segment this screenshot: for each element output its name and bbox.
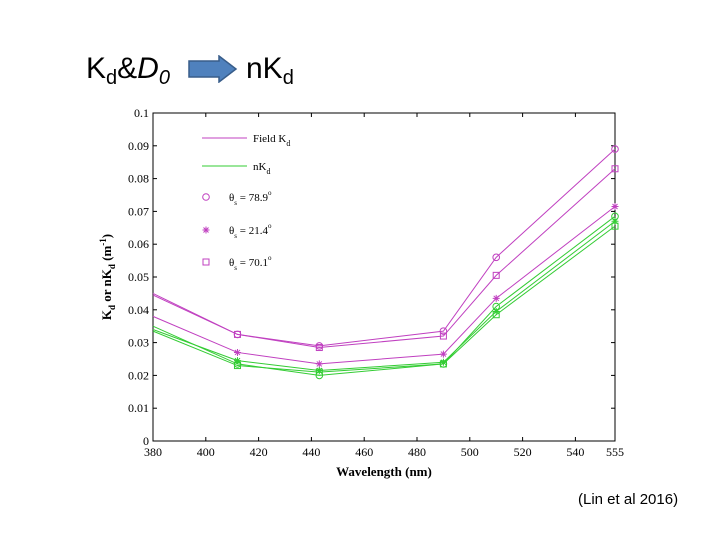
y-tick-label: 0.07: [128, 204, 149, 218]
series-nkd-square: [152, 222, 619, 376]
data-point-star: [315, 366, 323, 374]
y-label-main: K: [99, 309, 114, 320]
y-label-close: ): [99, 234, 114, 238]
data-point-star: [611, 202, 619, 210]
x-tick-label: 440: [302, 445, 320, 459]
x-tick-label: 380: [144, 445, 162, 459]
legend-item: θs = 21.4o: [202, 222, 272, 240]
heading-kd-sub: d: [106, 67, 118, 89]
plot-frame: [152, 112, 616, 442]
x-tick-label: 420: [250, 445, 268, 459]
y-tick-label: 0.04: [128, 303, 149, 317]
y-label-mid: or nK: [99, 268, 114, 305]
heading-kd-base: K: [86, 52, 107, 85]
legend-label: Field Kd: [253, 133, 290, 148]
y-tick-label: 0: [143, 434, 149, 448]
data-point-square: [611, 222, 619, 230]
data-point-square: [492, 311, 500, 319]
legend-marker-swatch: [202, 226, 210, 234]
x-tick-label: 520: [514, 445, 532, 459]
kd-wavelength-chart: 380 400 420 440 460 480 500 520 540 555 0 0.01 0.02 0…: [98, 106, 624, 479]
x-tick-label: 555: [606, 445, 624, 459]
y-tick-label: 0.01: [128, 401, 149, 415]
data-point-square: [439, 360, 447, 368]
data-point-circle: [611, 145, 619, 153]
legend-label: nKd: [253, 161, 270, 176]
y-label-sub2: d: [107, 264, 117, 269]
series-layer: [152, 145, 619, 380]
right-arrow-shape: [188, 55, 238, 83]
data-point-star: [611, 217, 619, 225]
y-tick-label: 0.1: [134, 106, 149, 120]
data-point-circle: [492, 253, 501, 262]
series-line: [152, 148, 616, 347]
data-point-square: [233, 330, 241, 338]
legend-item: nKd: [202, 161, 270, 176]
y-label-unit: (m: [99, 246, 114, 265]
legend-item: θs = 78.9o: [202, 189, 272, 207]
y-tick-label: 0.03: [128, 336, 149, 350]
data-point-circle: [439, 327, 448, 335]
legend-label: θs = 70.1o: [229, 254, 272, 272]
x-tick-label: 460: [355, 445, 373, 459]
data-point-square: [233, 362, 241, 370]
y-axis-label: Kd or nKd (m-1): [98, 234, 117, 320]
heading-nkd: nKd: [246, 52, 294, 90]
x-axis-label: Wavelength (nm): [336, 464, 432, 479]
series-line: [152, 220, 616, 371]
heading-d0-base: D: [137, 52, 159, 85]
data-point-star: [315, 360, 323, 368]
legend-item: θs = 70.1o: [202, 254, 272, 272]
heading-nkd-sub: d: [282, 67, 294, 89]
legend-item: Field Kd: [202, 133, 290, 148]
series-field-square: [152, 165, 619, 352]
series-line: [152, 215, 616, 376]
data-point-star: [492, 294, 500, 302]
series-line: [152, 168, 616, 349]
series-nkd-star: [152, 217, 619, 374]
axis-ticks: 380 400 420 440 460 480 500 520 540 555 0 0.01 0.02 0…: [128, 106, 624, 459]
legend: Field Kd nKd θs = 78.9o θs = 21.4o θs = 70.1…: [202, 133, 290, 272]
x-tick-label: 400: [197, 445, 215, 459]
data-point-star: [439, 350, 447, 358]
citation: (Lin et al 2016): [578, 491, 679, 508]
y-label-exp: -1: [98, 238, 108, 246]
x-tick-label: 480: [408, 445, 426, 459]
y-tick-label: 0.09: [128, 139, 149, 153]
data-point-square: [611, 165, 619, 173]
y-tick-label: 0.05: [128, 270, 149, 284]
legend-marker-swatch: [202, 193, 210, 201]
y-tick-label: 0.06: [128, 237, 149, 251]
legend-label: θs = 21.4o: [229, 222, 272, 240]
data-point-square: [315, 344, 323, 352]
data-point-square: [439, 332, 447, 340]
heading-kd-d0: Kd&D0: [86, 52, 170, 90]
heading-d0-sub: 0: [158, 67, 170, 89]
y-tick-label: 0.02: [128, 368, 149, 382]
series-line: [152, 206, 616, 365]
heading-nkd-base: nK: [246, 52, 283, 85]
data-point-star: [233, 348, 241, 356]
series-field-star: [152, 202, 619, 368]
series-nkd-circle: [152, 212, 619, 380]
legend-marker-swatch: [202, 258, 210, 266]
data-point-square: [492, 271, 500, 279]
y-label-sub1: d: [107, 305, 117, 310]
y-tick-label: 0.08: [128, 172, 149, 186]
heading-amp: &: [117, 52, 138, 85]
data-point-square: [315, 368, 323, 376]
right-arrow-icon: [188, 55, 238, 83]
legend-label: θs = 78.9o: [229, 189, 272, 207]
data-point-star: [233, 357, 241, 365]
x-tick-label: 500: [461, 445, 479, 459]
series-field-circle: [152, 145, 619, 350]
series-line: [152, 225, 616, 373]
data-point-star: [439, 358, 447, 366]
x-tick-label: 540: [566, 445, 584, 459]
